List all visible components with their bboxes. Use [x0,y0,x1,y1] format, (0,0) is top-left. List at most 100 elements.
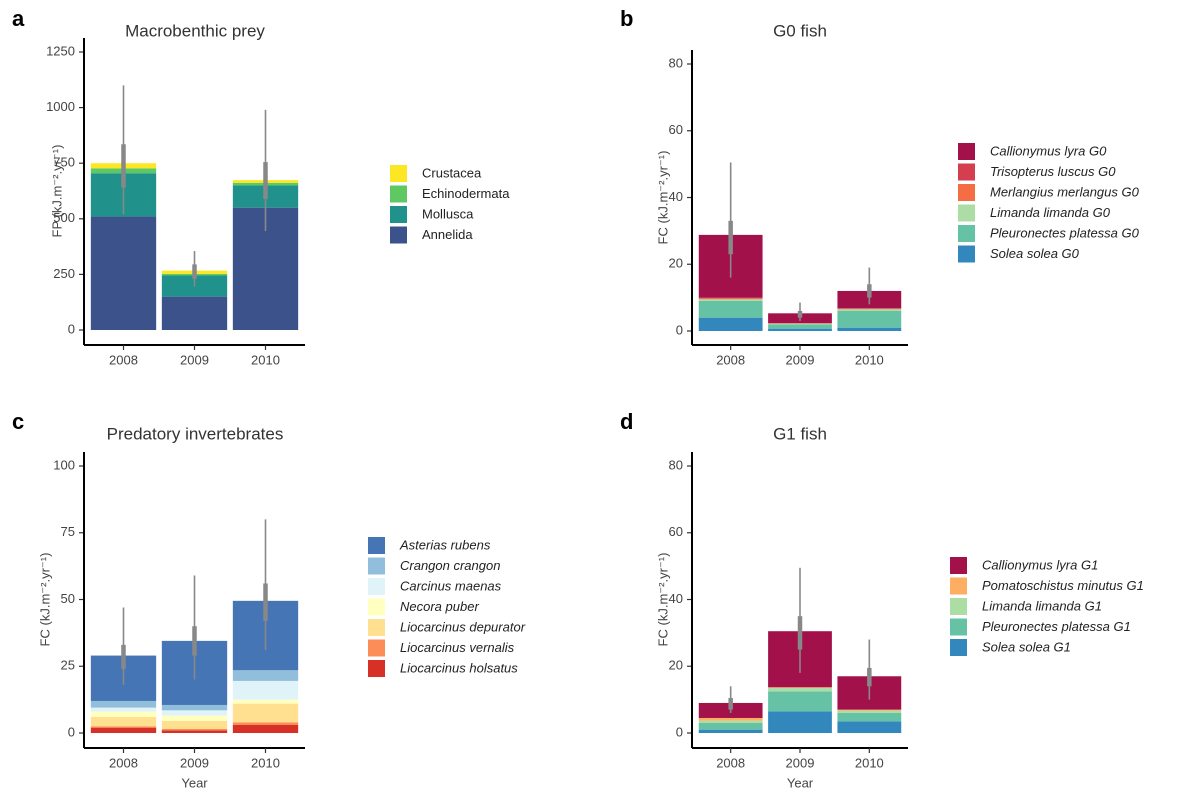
bar-segment [837,721,902,733]
x-tick-label: 2009 [786,755,815,770]
y-tick-label: 250 [53,266,75,281]
bar-segment [90,700,157,708]
legend-swatch [390,206,407,223]
legend-label: Liocarcinus holsatus [400,660,518,675]
legend-label: Limanda limanda G1 [982,598,1102,613]
bar-segment [161,704,228,711]
bar-segment [232,703,299,723]
bar-segment [837,308,902,310]
bar-segment [837,712,902,722]
x-tick-label: 2008 [109,755,138,770]
bar-segment [232,699,299,704]
y-axis-label: FC (kJ.m⁻².yr⁻¹) [655,553,670,647]
legend-label: Liocarcinus depurator [400,619,526,634]
x-tick-label: 2008 [716,755,745,770]
bar-segment [768,691,832,712]
chart-title: Macrobenthic prey [125,21,265,40]
bar-segment [698,717,763,721]
bar-segment [232,670,299,681]
legend-label: Limanda limanda G0 [990,205,1111,220]
x-tick-label: 2010 [855,755,884,770]
y-tick-label: 50 [61,591,75,606]
legend-label: Trisopterus luscus G0 [990,164,1116,179]
bar-segment [698,300,763,318]
y-tick-label: 0 [68,321,75,336]
y-tick-label: 1000 [46,99,75,114]
bar-segment [161,730,228,733]
x-tick-label: 2008 [716,352,745,367]
legend-label: Liocarcinus vernalis [400,640,515,655]
x-tick-label: 2010 [251,755,280,770]
bar-segment [90,727,157,733]
legend-label: Mollusca [422,206,474,221]
bar-segment [698,298,763,300]
legend-swatch [950,618,967,636]
y-tick-label: 25 [61,658,75,673]
bar-segment [837,710,902,713]
bar-segment [768,324,832,329]
bar-segment [768,328,832,331]
legend-label: Annelida [422,227,473,242]
y-axis-label: FC (kJ.m⁻².yr⁻¹) [37,553,52,647]
legend-label: Crangon crangon [400,558,500,573]
legend-label: Carcinus maenas [400,578,502,593]
chart-title: G0 fish [773,21,827,40]
legend-swatch [368,598,385,616]
y-tick-label: 750 [53,155,75,170]
bar-segment [768,687,832,688]
y-tick-label: 1250 [46,43,75,58]
bar-segment [698,720,763,723]
bar-segment [837,327,902,331]
panel-label: c [12,409,24,434]
y-tick-label: 500 [53,210,75,225]
legend-label: Pleuronectes platessa G0 [990,225,1140,240]
bar-segment [768,711,832,733]
legend-swatch [958,204,975,222]
legend-swatch [368,660,385,677]
x-tick-label: 2008 [109,352,138,367]
legend-label: Necora puber [400,599,479,614]
bar-segment [90,216,157,330]
x-axis-label: Year [787,775,814,790]
bar-segment [90,716,157,727]
chart-title: Predatory invertebrates [107,424,284,443]
bar-segment [161,710,228,716]
legend-swatch [950,577,967,595]
legend-swatch [368,619,385,636]
x-tick-label: 2010 [855,352,884,367]
x-tick-label: 2009 [180,352,209,367]
legend-swatch [390,185,407,203]
bar-segment [837,309,902,311]
x-tick-label: 2010 [251,352,280,367]
legend-swatch [950,639,967,656]
y-tick-label: 75 [61,524,75,539]
x-tick-label: 2009 [786,352,815,367]
y-tick-label: 80 [669,457,683,472]
legend-label: Pomatoschistus minutus G1 [982,578,1144,593]
bar-segment [161,720,228,729]
bar-segment [161,715,228,721]
legend-swatch [950,557,967,574]
y-tick-label: 20 [669,256,683,271]
y-tick-label: 100 [53,457,75,472]
y-tick-label: 0 [68,724,75,739]
legend-swatch [368,639,385,657]
legend-swatch [390,226,407,244]
bar-segment [161,296,228,330]
legend-label: Pleuronectes platessa G1 [982,619,1131,634]
legend-label: Crustacea [422,165,482,180]
bar-segment [768,687,832,692]
legend-swatch [368,578,385,595]
legend-swatch [958,163,975,181]
panel-label: d [620,409,633,434]
bar-segment [232,680,299,700]
y-tick-label: 40 [669,591,683,606]
legend-label: Callionymus lyra G0 [990,143,1107,158]
y-axis-label: FP (kJ.m⁻².yr⁻¹) [49,145,64,238]
y-tick-label: 80 [669,55,683,70]
bar-segment [232,724,299,733]
legend-swatch [958,143,975,160]
y-tick-label: 20 [669,658,683,673]
legend-label: Solea solea G1 [982,639,1071,654]
